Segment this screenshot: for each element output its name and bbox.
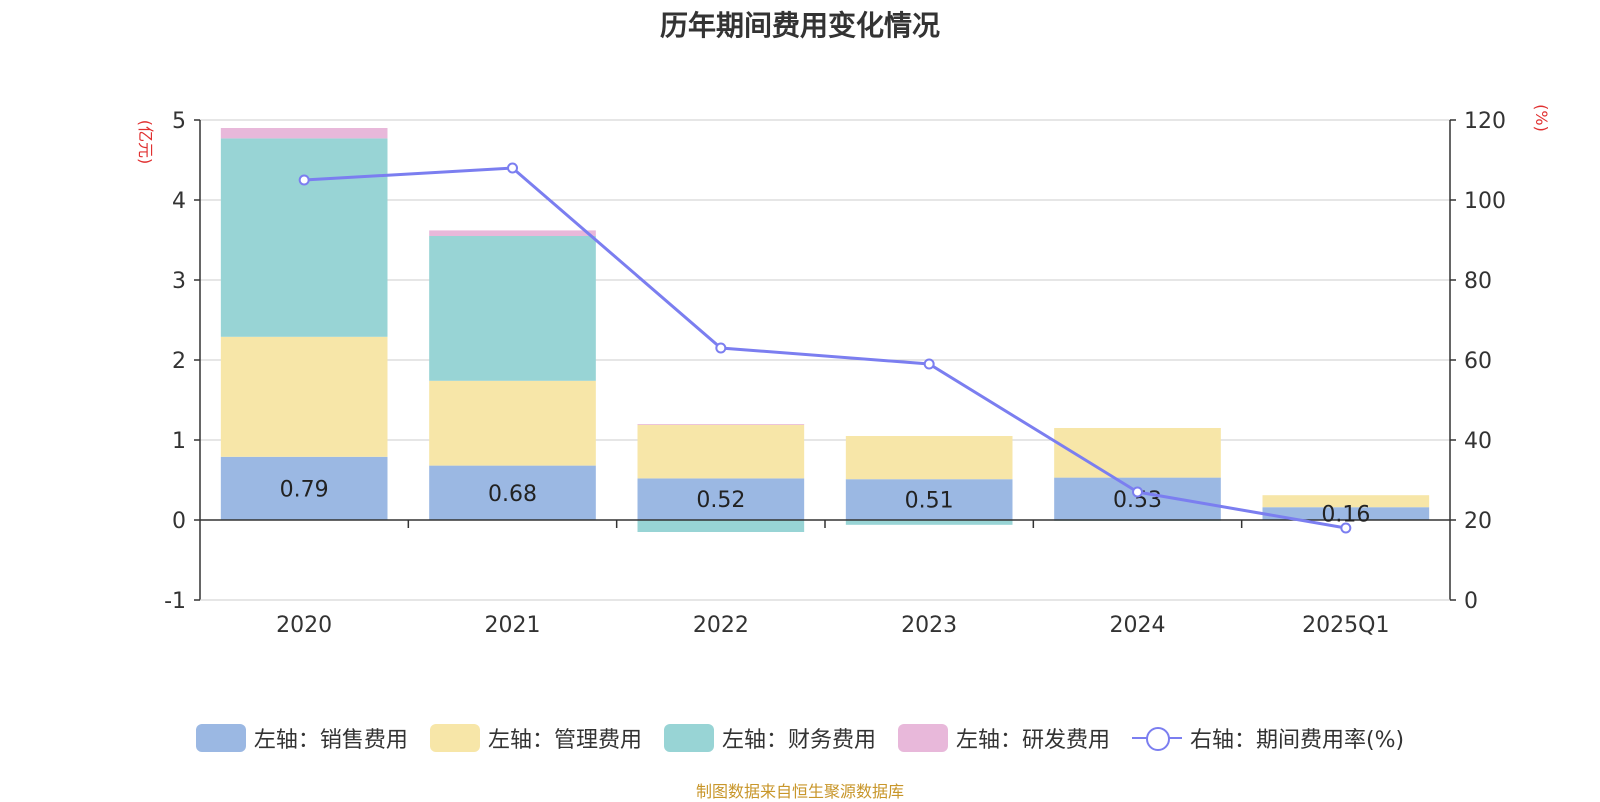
data-source: 制图数据来自恒生聚源数据库 — [695, 782, 904, 801]
legend-label: 左轴：研发费用 — [955, 728, 1110, 753]
legend-item[interactable]: 左轴：财务费用 — [663, 722, 876, 754]
legend-label: 右轴：期间费用率(%) — [1189, 728, 1405, 753]
bar-sales-2024 — [1054, 477, 1221, 520]
bar-rd-2021 — [429, 230, 596, 236]
right-axis-tick-label: 40 — [1464, 429, 1492, 454]
bar-sales-2020 — [220, 456, 388, 520]
chart-title: 历年期间费用变化情况 — [659, 9, 940, 42]
bar-admin-2025Q1 — [1262, 495, 1430, 508]
right-axis-unit: (%) — [1532, 104, 1551, 132]
data-label-sales: 0.51 — [905, 489, 954, 514]
x-axis-label: 2023 — [901, 613, 957, 638]
legend-label: 左轴：财务费用 — [721, 728, 876, 753]
ratio-point-2021 — [507, 162, 518, 174]
legend-label: 左轴：销售费用 — [253, 728, 408, 753]
ratio-point-2024 — [1132, 486, 1143, 498]
legend-swatch — [429, 724, 480, 752]
data-label-sales: 0.52 — [696, 488, 745, 513]
data-label-sales: 0.68 — [488, 482, 537, 507]
legend-item[interactable]: 左轴：销售费用 — [195, 722, 408, 754]
bar-sales-2023 — [845, 479, 1013, 520]
x-axis-label: 2022 — [693, 613, 749, 638]
x-axis-label: 2024 — [1110, 613, 1166, 638]
bar-finance-2023 — [845, 520, 1013, 525]
legend-item[interactable]: 左轴：管理费用 — [429, 722, 642, 754]
ratio-point-2025Q1 — [1340, 522, 1352, 534]
right-axis-tick-label: 80 — [1464, 269, 1492, 294]
x-axis-label: 2021 — [485, 613, 541, 638]
legend-swatch — [663, 724, 714, 752]
left-axis-tick-label: 3 — [172, 269, 186, 294]
left-axis-tick-label: -1 — [164, 589, 186, 614]
bar-rd-2020 — [220, 128, 388, 139]
ratio-point-2020 — [298, 174, 310, 186]
bar-rd-2022 — [637, 424, 805, 425]
legend-line-marker-icon — [1131, 724, 1182, 752]
bar-admin-2020 — [220, 336, 388, 457]
bar-admin-2021 — [429, 380, 596, 466]
bar-sales-2021 — [429, 465, 596, 520]
left-axis-tick-label: 5 — [172, 109, 186, 134]
left-axis-tick-label: 0 — [172, 509, 186, 534]
bar-finance-2021 — [429, 236, 596, 381]
bar-sales-2022 — [637, 478, 805, 520]
left-axis-tick-label: 1 — [172, 429, 186, 454]
bar-admin-2023 — [845, 436, 1013, 480]
ratio-line — [304, 166, 1347, 530]
bar-admin-2022 — [637, 424, 805, 479]
bar-sales-2025Q1 — [1262, 507, 1430, 520]
legend-label: 左轴：管理费用 — [487, 728, 642, 753]
ratio-point-2022 — [715, 342, 727, 354]
x-axis-label: 2025Q1 — [1302, 613, 1389, 638]
left-axis-unit: (亿元) — [136, 120, 155, 165]
legend-swatch — [897, 724, 948, 752]
right-axis-tick-label: 20 — [1464, 509, 1492, 534]
bar-finance-2022 — [637, 520, 805, 532]
bar-finance-2020 — [220, 138, 388, 337]
left-axis-tick-label: 2 — [172, 349, 186, 374]
legend: 左轴：销售费用 左轴：管理费用 左轴：财务费用 左轴：研发费用 右轴：期间费用率(%) — [0, 722, 1600, 754]
bar-admin-2024 — [1054, 428, 1221, 478]
legend-swatch — [195, 724, 246, 752]
right-axis-tick-label: 60 — [1464, 349, 1492, 374]
left-axis-tick-label: 4 — [172, 189, 186, 214]
right-axis-tick-label: 100 — [1464, 189, 1506, 214]
legend-item[interactable]: 左轴：研发费用 — [897, 722, 1110, 754]
x-axis-label: 2020 — [276, 613, 332, 638]
legend-item[interactable]: 右轴：期间费用率(%) — [1131, 722, 1405, 754]
data-label-sales: 0.79 — [280, 477, 329, 502]
ratio-point-2023 — [923, 358, 935, 370]
right-axis-tick-label: 0 — [1464, 589, 1478, 614]
right-axis-tick-label: 120 — [1464, 109, 1506, 134]
